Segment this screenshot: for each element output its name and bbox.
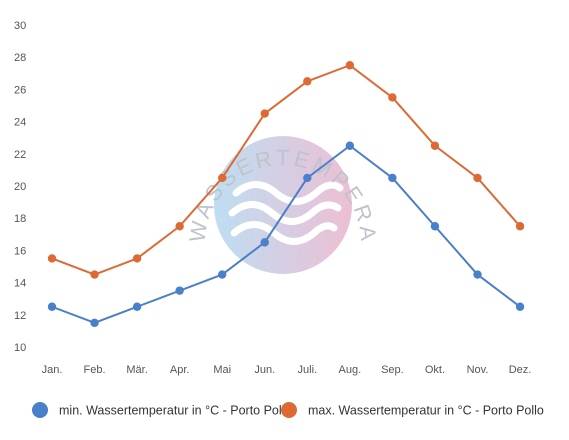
- data-point-min: [473, 270, 482, 279]
- y-tick-label: 18: [14, 213, 26, 225]
- legend-marker-min: [32, 402, 48, 418]
- y-tick-label: 30: [14, 20, 26, 32]
- x-tick-label: Aug.: [339, 364, 362, 376]
- data-point-max: [90, 270, 99, 279]
- x-tick-label: Feb.: [84, 364, 106, 376]
- y-tick-label: 24: [14, 117, 26, 129]
- legend: min. Wassertemperatur in °C - Porto Poll…: [32, 402, 544, 418]
- x-tick-label: Sep.: [381, 364, 404, 376]
- data-point-max: [345, 61, 355, 70]
- x-tick-label: Apr.: [170, 364, 190, 376]
- data-point-max: [388, 93, 397, 102]
- data-point-min: [175, 286, 184, 295]
- legend-label-max: max. Wassertemperatur in °C - Porto Poll…: [308, 404, 544, 418]
- x-tick-label: Juli.: [298, 364, 318, 376]
- y-tick-label: 16: [14, 245, 26, 257]
- y-tick-label: 22: [14, 149, 26, 161]
- x-tick-label: Dez.: [509, 364, 532, 376]
- data-point-min: [218, 270, 227, 279]
- x-axis-ticks: Jan. Feb. Mär. Apr. Mai Jun. Juli. Aug. Sep. Okt.…: [42, 364, 532, 376]
- data-point-max: [303, 77, 312, 86]
- data-point-min: [47, 302, 57, 311]
- data-point-min: [90, 318, 99, 328]
- series-line-max: [51, 64, 521, 276]
- data-point-max: [47, 254, 57, 263]
- data-point-min: [515, 302, 525, 311]
- x-tick-label: Jun.: [254, 364, 275, 376]
- y-tick-label: 12: [14, 310, 26, 322]
- data-point-max: [473, 173, 482, 183]
- x-tick-label: Mai: [213, 364, 231, 376]
- data-point-min: [430, 222, 440, 231]
- watermark-logo: WASSERTEMPERATUR.ORG: [0, 0, 378, 274]
- data-point-min: [132, 302, 142, 311]
- series-line-min: [51, 144, 521, 324]
- legend-label-min: min. Wassertemperatur in °C - Porto Poll…: [59, 404, 291, 418]
- y-tick-label: 20: [14, 181, 26, 193]
- y-tick-label: 14: [14, 278, 26, 290]
- series-layer: [47, 61, 525, 328]
- data-point-max: [260, 109, 269, 118]
- data-point-max: [430, 141, 440, 150]
- y-tick-label: 10: [14, 342, 26, 354]
- y-axis-ticks: 10 12 14 16 18 20 22 24 26 28 30: [14, 20, 26, 354]
- x-tick-label: Nov.: [467, 364, 489, 376]
- data-point-min: [388, 173, 397, 183]
- data-point-max: [515, 222, 525, 231]
- waves-logo-icon: [228, 181, 344, 245]
- x-tick-label: Mär.: [126, 364, 147, 376]
- x-tick-label: Jan.: [42, 364, 63, 376]
- x-tick-label: Okt.: [425, 364, 445, 376]
- data-point-min: [345, 141, 355, 150]
- y-tick-label: 26: [14, 84, 26, 96]
- y-tick-label: 28: [14, 52, 26, 64]
- data-point-max: [132, 254, 142, 263]
- data-point-min: [260, 238, 269, 247]
- data-point-min: [303, 173, 312, 183]
- legend-marker-max: [281, 402, 297, 418]
- data-point-max: [218, 173, 227, 183]
- data-point-max: [175, 222, 184, 231]
